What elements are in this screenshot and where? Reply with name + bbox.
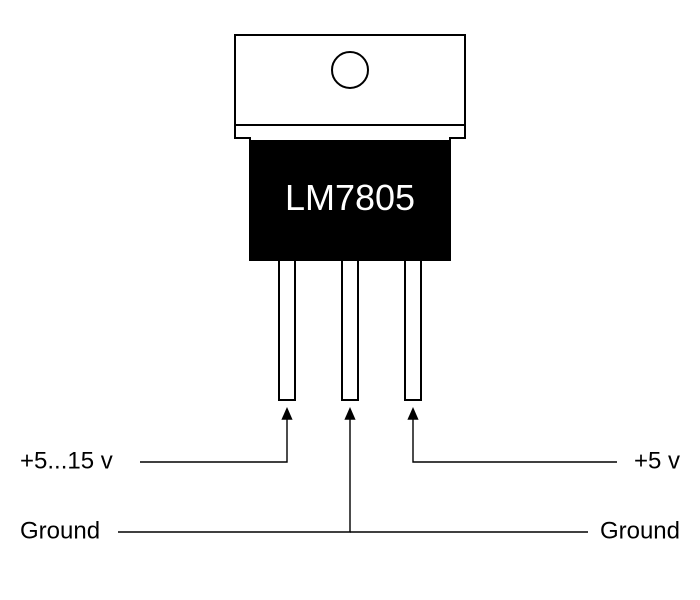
callout-label-output: +5 v: [634, 447, 680, 474]
pin2: [342, 260, 358, 400]
callout-label-input: +5...15 v: [20, 447, 113, 474]
callout-label-ground_right: Ground: [600, 517, 680, 544]
pin1: [279, 260, 295, 400]
lm7805-pinout-diagram: LM7805 +5...15 v Ground +5 v Ground: [0, 0, 700, 600]
callout-label-ground_left: Ground: [20, 517, 100, 544]
mounting-hole: [332, 52, 368, 88]
part-number-label: LM7805: [285, 177, 415, 218]
pin3: [405, 260, 421, 400]
